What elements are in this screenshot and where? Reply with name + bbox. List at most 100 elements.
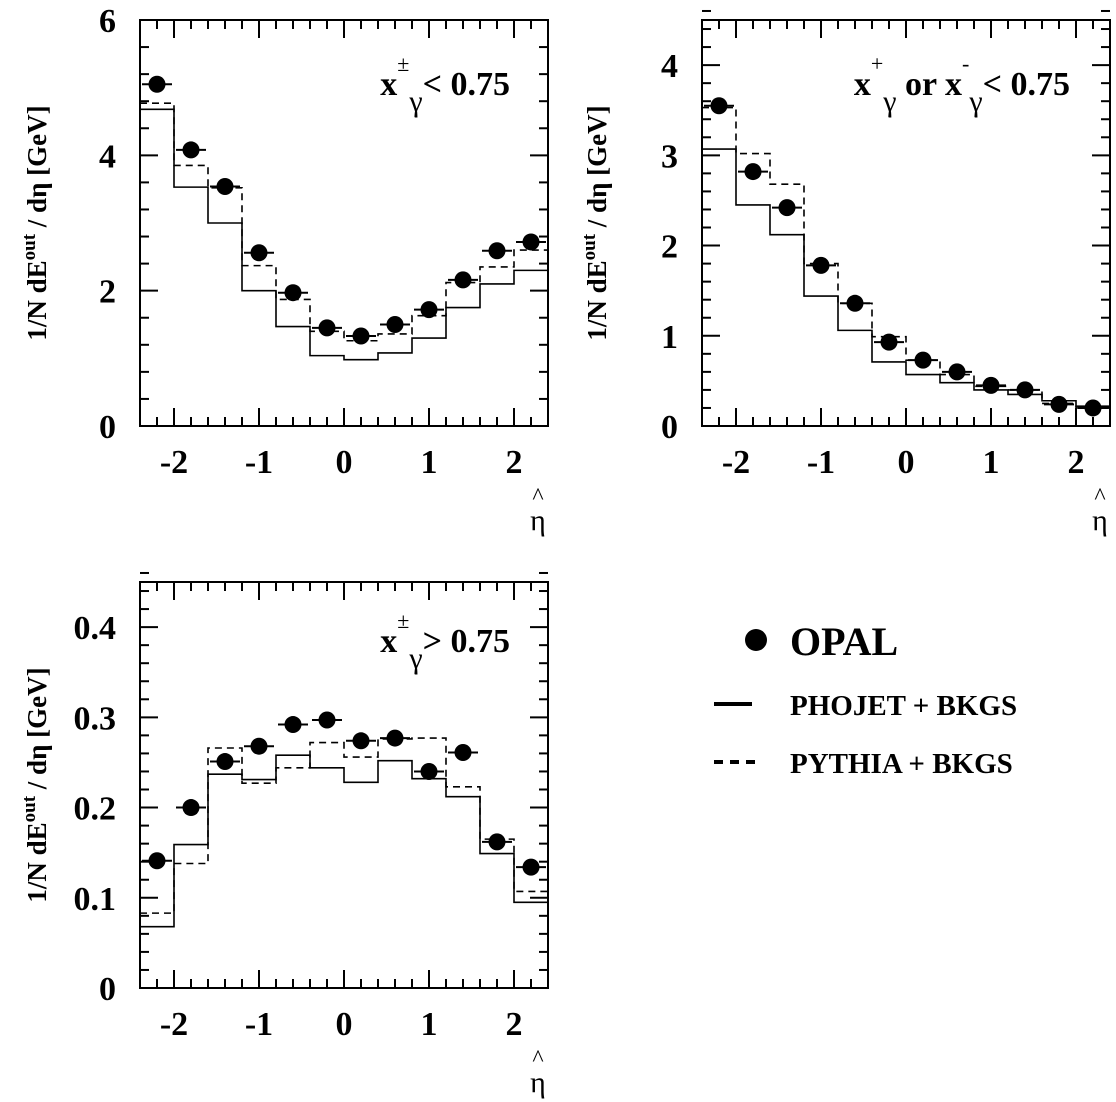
legend: OPAL PHOJET + BKGS PYTHIA + BKGS [714, 619, 1017, 780]
opal-point [744, 163, 762, 181]
y-axis-label-part: 1/N dE [582, 260, 612, 340]
x-tick-label: -1 [807, 444, 835, 481]
y-axis-label-part: [GeV] [582, 105, 612, 182]
annotation-part: - [962, 51, 969, 76]
annotation-part: γ [408, 85, 422, 118]
opal-point [148, 75, 166, 93]
y-axis-label: 1/N dEout / dη [GeV] [19, 667, 52, 902]
opal-point [522, 858, 540, 876]
y-tick-label: 4 [661, 48, 678, 85]
y-tick-label: 0.2 [74, 791, 117, 828]
y-tick-label: 3 [661, 138, 678, 175]
opal-point [880, 333, 898, 351]
x-tick-label: 0 [336, 1006, 353, 1043]
panel-bottom-left: -2 -1 0 1 200.10.20.30.41/N dEout / dη [GeV]… [19, 571, 549, 1099]
opal-point [318, 711, 336, 729]
opal-point [352, 327, 370, 345]
y-axis-label-part: out [19, 795, 40, 822]
x-axis-label: η [1092, 504, 1108, 537]
pythia-histogram [140, 737, 548, 914]
opal-point [386, 316, 404, 333]
legend-opal-marker [745, 629, 767, 651]
x-tick-label: -1 [245, 1006, 273, 1043]
x-tick-label: -2 [722, 444, 750, 481]
x-tick-label: 0 [898, 444, 915, 481]
opal-point [420, 762, 438, 780]
pythia-histogram [140, 102, 548, 342]
y-axis-label: 1/N dEout / dη [GeV] [19, 105, 52, 340]
panel-annotation: x± γ< 0.75 [380, 51, 510, 118]
y-axis-label-part: out [19, 233, 40, 260]
annotation-part: or [897, 66, 945, 103]
opal-point [914, 351, 932, 369]
annotation-part: > 0.75 [423, 623, 510, 660]
legend-opal-label: OPAL [790, 619, 898, 664]
opal-point [1016, 381, 1034, 399]
y-axis-label-part: [GeV] [22, 105, 52, 182]
x-tick-label: -1 [245, 444, 273, 481]
x-axis-label: η [530, 1066, 546, 1099]
opal-point [284, 284, 302, 302]
x-tick-label: -2 [160, 444, 188, 481]
y-tick-label: 0.4 [74, 610, 117, 647]
x-tick-label: 0 [336, 444, 353, 481]
opal-point [812, 256, 830, 274]
y-tick-label: 1 [661, 319, 678, 356]
y-tick-label: 4 [99, 138, 116, 175]
opal-point [284, 716, 302, 734]
x-tick-label: 2 [1068, 444, 1085, 481]
opal-point [982, 376, 1000, 394]
pythia-histogram [702, 106, 1110, 409]
opal-point [778, 199, 796, 217]
annotation-part: γ [968, 85, 982, 118]
annotation-part: < 0.75 [983, 66, 1070, 103]
opal-point [318, 319, 336, 337]
annotation-part: x [854, 66, 871, 103]
eta-hat: ^ [1094, 484, 1105, 510]
annotation-part: γ [408, 642, 422, 675]
y-axis-label-part: η [22, 183, 52, 198]
opal-point [250, 244, 268, 262]
opal-point [148, 852, 166, 870]
y-axis-label-part: η [582, 183, 612, 198]
annotation-part: ± [397, 608, 409, 633]
annotation-part: x [380, 66, 397, 103]
y-tick-label: 0 [661, 409, 678, 446]
x-tick-label: 2 [506, 444, 523, 481]
opal-point [488, 242, 506, 260]
eta-hat: ^ [532, 1046, 543, 1072]
annotation-part: + [871, 51, 883, 76]
y-tick-label: 2 [661, 229, 678, 266]
y-axis-label-part: / d [22, 760, 52, 796]
x-tick-label: -2 [160, 1006, 188, 1043]
y-axis-label-part: / d [582, 198, 612, 234]
x-tick-label: 1 [421, 1006, 438, 1043]
y-axis-label-part: η [22, 745, 52, 760]
opal-point [522, 233, 540, 251]
legend-pythia-label: PYTHIA + BKGS [790, 748, 1013, 780]
panel-annotation: x+γ or x-γ< 0.75 [854, 51, 1070, 118]
panel-annotation: x± γ> 0.75 [380, 608, 510, 675]
opal-point [454, 271, 472, 289]
y-axis-label-part: 1/N dE [22, 260, 52, 340]
y-axis-label: 1/N dEout / dη [GeV] [579, 105, 612, 340]
phojet-histogram [702, 148, 1110, 407]
x-tick-label: 1 [421, 444, 438, 481]
opal-point [420, 301, 438, 319]
annotation-part: ± [397, 51, 409, 76]
y-tick-label: 0 [99, 409, 116, 446]
legend-phojet-label: PHOJET + BKGS [790, 690, 1017, 722]
x-axis-label: η [530, 504, 546, 537]
opal-point [250, 737, 268, 755]
y-axis-label-part: / d [22, 198, 52, 234]
opal-point [488, 833, 506, 851]
opal-point [386, 729, 404, 747]
y-axis-label-part: [GeV] [22, 667, 52, 744]
opal-point [182, 141, 200, 159]
eta-hat: ^ [532, 484, 543, 510]
y-tick-label: 0.1 [74, 881, 117, 918]
y-axis-label-part: 1/N dE [22, 822, 52, 902]
